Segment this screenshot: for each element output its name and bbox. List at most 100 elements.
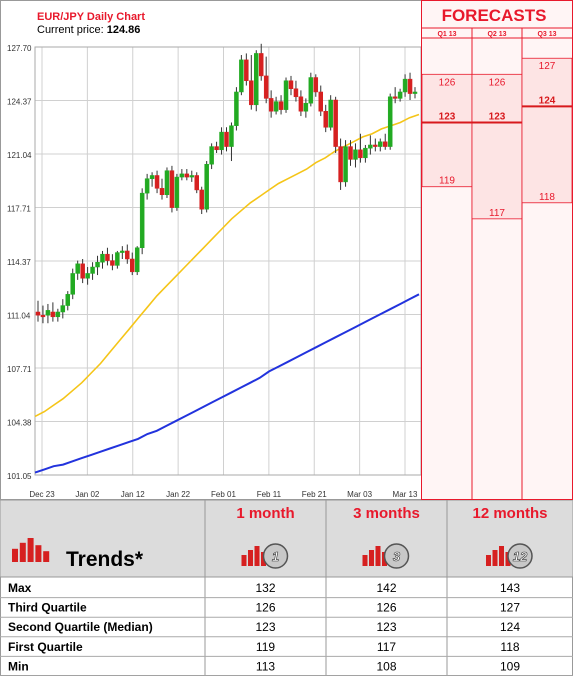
forecast-high-value: 127 bbox=[539, 61, 556, 72]
candle-down bbox=[278, 95, 284, 115]
candle-body bbox=[392, 96, 398, 99]
candle-up bbox=[45, 303, 51, 324]
x-axis-labels: Dec 23 Jan 02 Jan 12 Jan 22 Feb 01 Feb 11 Feb … bbox=[29, 490, 418, 499]
forecast-band bbox=[471, 73, 523, 220]
candle-down bbox=[214, 141, 219, 153]
candle-up bbox=[149, 172, 155, 187]
candle-body bbox=[110, 260, 115, 266]
candle-body bbox=[159, 188, 165, 196]
candle-body bbox=[120, 250, 125, 253]
candle-body bbox=[194, 175, 199, 191]
trends-rows: Max 132 142 143 Third Quartile 126 126 127 Secon… bbox=[0, 581, 573, 676]
candle-down bbox=[199, 186, 204, 215]
eurjpy-chart: 127.70 124.37 121.04 117.71 114.37 111.04 107.… bbox=[0, 0, 573, 500]
candle-down bbox=[382, 133, 388, 150]
period-badge-icon bbox=[507, 543, 533, 569]
candle-up bbox=[397, 88, 403, 102]
forecast-band bbox=[421, 73, 473, 188]
candle-up bbox=[134, 246, 140, 276]
x-tick-label: Dec 23 bbox=[29, 490, 55, 499]
period-badge-number: 3 bbox=[393, 549, 401, 564]
candle-body bbox=[130, 258, 135, 273]
candle-up bbox=[273, 96, 279, 115]
x-tick-label: Jan 22 bbox=[166, 490, 191, 499]
candle-body bbox=[353, 149, 358, 160]
candle-down bbox=[293, 80, 299, 102]
candle-down bbox=[298, 90, 304, 117]
x-tick-label: Feb 11 bbox=[257, 490, 282, 499]
trends-header: 1 month 1 3 months 3 12 months 12 bbox=[0, 500, 573, 676]
candle-body bbox=[234, 91, 239, 126]
candle-up bbox=[387, 93, 393, 150]
candle-body bbox=[343, 146, 348, 183]
candle-up bbox=[239, 55, 244, 96]
forecast-band bbox=[521, 57, 573, 204]
candle-body bbox=[164, 170, 170, 196]
y-tick-label: 104.38 bbox=[7, 419, 32, 428]
candle-body bbox=[368, 144, 373, 149]
candle-down bbox=[35, 300, 41, 322]
trends-cell-value: 119 bbox=[256, 640, 275, 654]
trends-row-label: Second Quartile (Median) bbox=[8, 620, 153, 634]
candle-up bbox=[164, 167, 170, 198]
candle-body bbox=[100, 253, 105, 263]
candle-up bbox=[219, 127, 224, 155]
trends-cell-value: 118 bbox=[500, 640, 519, 654]
forecast-columns: Q1 13 126 123 119 Q2 13 126 123 117 Q3 13 127 124 1… bbox=[421, 0, 573, 500]
candle-body bbox=[224, 131, 229, 147]
candle-body bbox=[80, 263, 85, 279]
candle-body bbox=[338, 146, 343, 183]
forecast-low-value: 118 bbox=[539, 192, 555, 203]
candle-body bbox=[363, 147, 368, 159]
trends-row-label: Min bbox=[8, 659, 29, 673]
candle-body bbox=[65, 294, 71, 306]
y-tick-label: 124.37 bbox=[7, 98, 32, 107]
candle-body bbox=[184, 173, 190, 178]
candle-up bbox=[179, 169, 185, 181]
candle-body bbox=[402, 78, 408, 93]
candle-body bbox=[40, 314, 46, 318]
trends-row: Second Quartile (Median) 123 123 124 bbox=[0, 620, 573, 638]
trends-cell-value: 113 bbox=[256, 659, 275, 673]
candle-up bbox=[204, 161, 209, 213]
trends-period-label: 12 months bbox=[472, 505, 547, 522]
candle-body bbox=[229, 125, 234, 147]
candle-body bbox=[85, 273, 90, 279]
trends-row: Max 132 142 143 bbox=[0, 581, 573, 599]
trends-row-label: First Quartile bbox=[8, 640, 83, 654]
candle-down bbox=[268, 90, 274, 118]
y-tick-label: 107.71 bbox=[7, 365, 32, 374]
candle-down bbox=[154, 170, 160, 194]
candle-body bbox=[139, 192, 145, 249]
candle-body bbox=[382, 141, 388, 147]
candle-body bbox=[397, 91, 403, 99]
candle-body bbox=[55, 311, 61, 318]
candle-body bbox=[358, 149, 363, 159]
candle-body bbox=[144, 178, 150, 194]
candle-down bbox=[373, 138, 378, 152]
forecast-quarter-label: Q2 13 bbox=[487, 31, 506, 38]
trends-cell-value: 123 bbox=[376, 620, 396, 634]
trends-cell-value: 142 bbox=[376, 581, 396, 595]
x-tick-label: Feb 01 bbox=[211, 490, 236, 499]
forecasts-title: FORECASTS bbox=[442, 6, 547, 25]
candle-body bbox=[308, 77, 314, 104]
candle-up bbox=[353, 143, 358, 168]
candle-body bbox=[95, 261, 100, 268]
forecast-quarter-label: Q1 13 bbox=[437, 31, 456, 38]
candle-body bbox=[199, 189, 204, 210]
candle-body bbox=[263, 75, 269, 99]
candle-body bbox=[387, 96, 393, 147]
candle-up bbox=[303, 98, 309, 118]
candle-body bbox=[60, 305, 66, 313]
forecast-low-value: 119 bbox=[439, 176, 455, 187]
candle-down bbox=[184, 169, 190, 181]
trends-cell-value: 124 bbox=[500, 620, 520, 634]
candle-body bbox=[50, 311, 56, 318]
candle-down bbox=[159, 178, 165, 200]
y-tick-label: 117.71 bbox=[7, 205, 31, 214]
x-tick-label: Mar 03 bbox=[347, 490, 372, 499]
trends-row: Third Quartile 126 126 127 bbox=[0, 601, 573, 618]
candle-body bbox=[90, 266, 95, 274]
candle-body bbox=[373, 144, 378, 147]
